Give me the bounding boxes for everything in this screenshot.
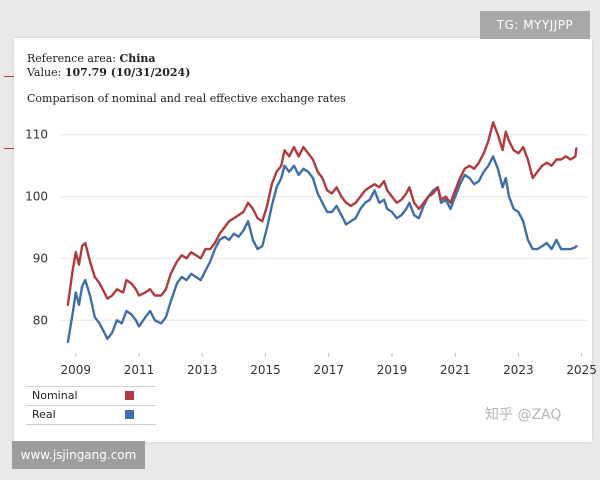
nominal-series-line <box>66 121 578 306</box>
x-tick-label: 2009 <box>61 363 92 377</box>
real-series-line <box>66 155 578 344</box>
legend-swatch-real <box>125 410 134 419</box>
reference-area-value: China <box>119 52 156 65</box>
chart-title: Comparison of nominal and real effective… <box>27 92 346 105</box>
reference-area-label: Reference area: <box>27 52 116 65</box>
x-tick-labels: 2009 2011 2013 2015 2017 2019 2021 2023 2025 <box>61 353 597 377</box>
x-tick-label: 2015 <box>250 363 281 377</box>
left-edge-mark <box>4 148 14 149</box>
y-tick-label: 110 <box>25 128 48 142</box>
y-tick-labels: 80 90 100 110 <box>25 128 48 328</box>
y-tick-label: 100 <box>25 190 48 204</box>
grid-layer <box>60 134 588 321</box>
x-tick-label: 2023 <box>503 363 534 377</box>
value-text: 107.79 (10/31/2024) <box>64 66 191 79</box>
value-label: Value: <box>27 66 62 79</box>
legend-label-real: Real <box>32 408 56 421</box>
y-tick-label: 90 <box>33 251 48 265</box>
site-badge: www.jsjingang.com <box>12 441 145 469</box>
legend-item-real[interactable]: Real <box>26 406 156 424</box>
legend-divider <box>26 386 156 387</box>
legend-divider <box>26 405 156 406</box>
zhihu-watermark: 知乎 @ZAQ <box>485 407 562 423</box>
legend-label-nominal: Nominal <box>32 389 78 402</box>
reference-area-line: Reference area: China <box>27 52 156 65</box>
x-tick-label: 2019 <box>377 363 408 377</box>
series-layer <box>66 121 578 344</box>
legend: Nominal Real <box>26 386 156 425</box>
x-tick-label: 2011 <box>124 363 155 377</box>
y-tick-label: 80 <box>33 313 48 327</box>
x-tick-label: 2021 <box>440 363 471 377</box>
value-line: Value: 107.79 (10/31/2024) <box>27 66 190 79</box>
left-edge-mark <box>4 76 14 77</box>
x-tick-label: 2013 <box>187 363 218 377</box>
legend-item-nominal[interactable]: Nominal <box>26 387 156 405</box>
x-tick-label: 2017 <box>313 363 344 377</box>
telegram-badge: TG: MYYJJPP <box>480 11 590 39</box>
legend-divider <box>26 424 156 425</box>
chart-card <box>14 38 592 442</box>
legend-swatch-nominal <box>125 391 134 400</box>
x-tick-label: 2025 <box>566 363 597 377</box>
